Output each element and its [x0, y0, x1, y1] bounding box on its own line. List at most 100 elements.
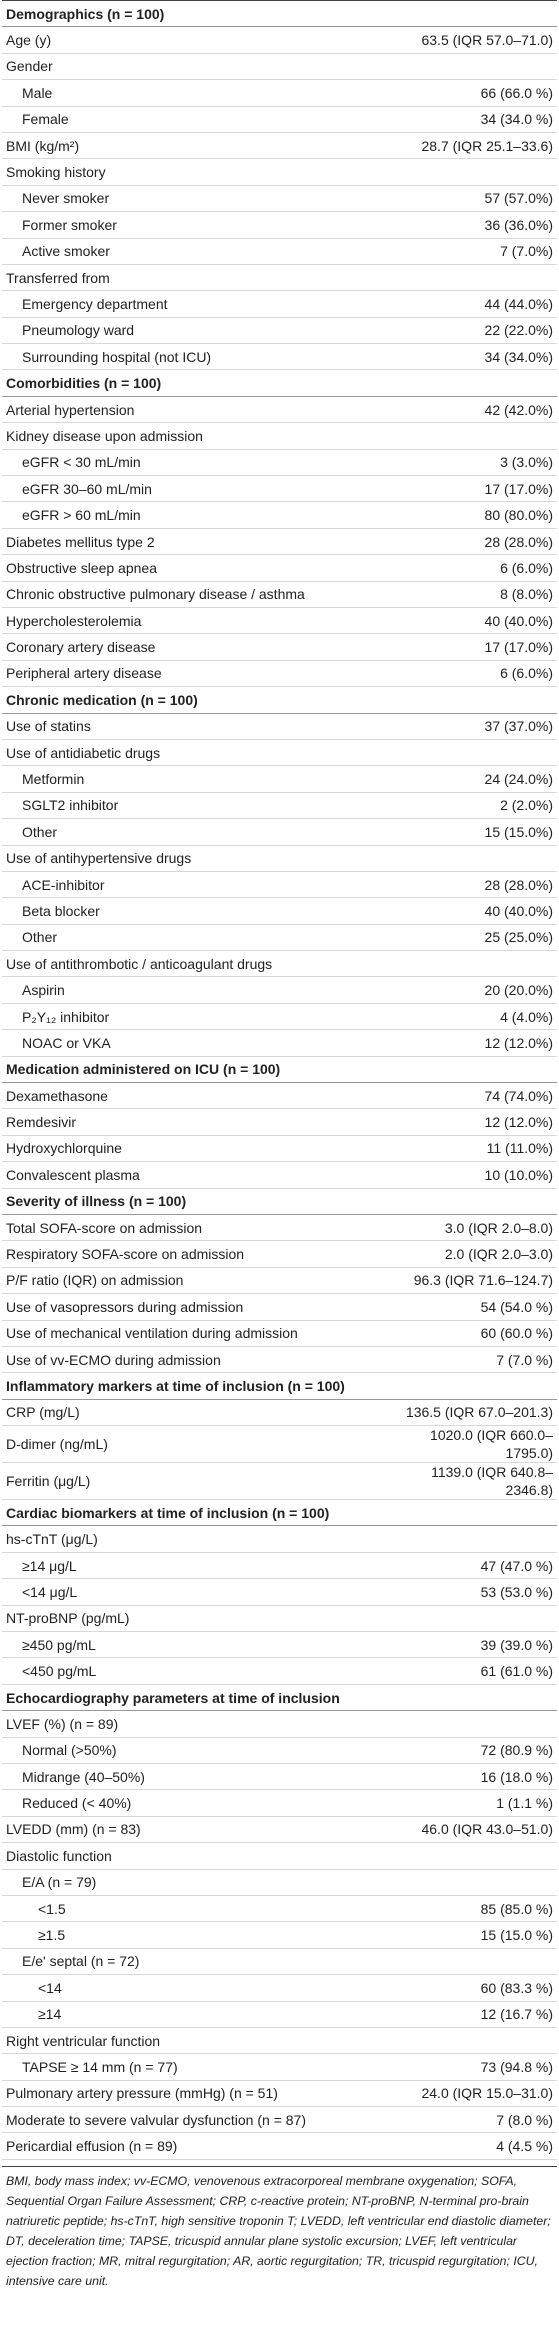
row-value: 42 (42.0%) — [394, 396, 558, 424]
row-label: Other — [2, 924, 394, 952]
table-row: Use of statins 37 (37.0%) — [2, 713, 558, 740]
table-row: Remdesivir 12 (12.0%) — [2, 1108, 558, 1136]
row-value: 7 (7.0 %) — [394, 1346, 558, 1374]
row-label: Ferritin (μg/L) — [2, 1462, 394, 1501]
row-value: 22 (22.0%) — [394, 317, 558, 345]
section-title: Echocardiography parameters at time of i… — [2, 1684, 558, 1712]
row-value: 66 (66.0 %) — [394, 79, 558, 107]
footnote: BMI, body mass index; vv-ECMO, venovenou… — [2, 2165, 557, 2291]
row-label: Female — [2, 106, 394, 133]
empty-cell — [394, 158, 558, 186]
empty-cell — [394, 1525, 558, 1553]
row-label: Gender — [2, 53, 394, 81]
row-label: Hypercholesterolemia — [2, 607, 394, 635]
table-row: ACE-inhibitor 28 (28.0%) — [2, 871, 558, 899]
row-label: Pulmonary artery pressure (mmHg) (n = 51… — [2, 2080, 394, 2108]
empty-cell — [394, 53, 558, 81]
row-value: 24.0 (IQR 15.0–31.0) — [394, 2080, 558, 2108]
row-value: 34 (34.0%) — [394, 343, 558, 371]
row-label: BMI (kg/m²) — [2, 132, 394, 160]
row-label: Hydroxychlorquine — [2, 1135, 394, 1163]
table-row: Gender — [2, 53, 558, 81]
table-row: Moderate to severe valvular dysfunction … — [2, 2106, 558, 2134]
table-row: Pericardial effusion (n = 89) 4 (4.5 %) — [2, 2132, 558, 2160]
table-row: Transferred from — [2, 264, 558, 292]
row-label: Diastolic function — [2, 1842, 394, 1870]
section-header-row: Demographics (n = 100) — [2, 0, 558, 28]
empty-cell — [394, 1710, 558, 1738]
table-row: Surrounding hospital (not ICU) 34 (34.0%) — [2, 343, 558, 371]
table-row: P₂Y₁₂ inhibitor 4 (4.0%) — [2, 1003, 558, 1031]
table-row: Peripheral artery disease 6 (6.0%) — [2, 660, 558, 688]
row-label: hs-cTnT (μg/L) — [2, 1525, 394, 1553]
row-label: Kidney disease upon admission — [2, 422, 394, 450]
row-label: ACE-inhibitor — [2, 871, 394, 899]
row-value: 2.0 (IQR 2.0–3.0) — [394, 1240, 558, 1268]
table-row: Obstructive sleep apnea 6 (6.0%) — [2, 554, 558, 582]
row-label: Obstructive sleep apnea — [2, 554, 394, 582]
table-row: Female 34 (34.0 %) — [2, 106, 558, 133]
row-label: <14 μg/L — [2, 1578, 394, 1606]
table-row: Male 66 (66.0 %) — [2, 79, 558, 107]
table-row: Respiratory SOFA-score on admission 2.0 (… — [2, 1240, 558, 1268]
table-row: Reduced (< 40%) 1 (1.1 %) — [2, 1789, 558, 1817]
row-label: Use of vasopressors during admission — [2, 1293, 394, 1321]
empty-cell — [394, 845, 558, 872]
table-body: Demographics (n = 100) Age (y) 63.5 (IQR 5… — [2, 0, 558, 2160]
table-row: eGFR > 60 mL/min 80 (80.0%) — [2, 501, 558, 529]
row-label: TAPSE ≥ 14 mm (n = 77) — [2, 2053, 394, 2081]
row-label: Chronic obstructive pulmonary disease / … — [2, 581, 394, 608]
table-row: <14 μg/L 53 (53.0 %) — [2, 1578, 558, 1606]
table-row: Diastolic function — [2, 1842, 558, 1870]
empty-cell — [394, 1605, 558, 1633]
row-value: 61 (61.0 %) — [394, 1657, 558, 1685]
row-label: Surrounding hospital (not ICU) — [2, 343, 394, 371]
table-row: Total SOFA-score on admission 3.0 (IQR 2.… — [2, 1214, 558, 1242]
row-value: 7 (8.0 %) — [394, 2106, 558, 2134]
row-label: Beta blocker — [2, 897, 394, 925]
row-value: 6 (6.0%) — [394, 554, 558, 582]
empty-cell — [394, 950, 558, 978]
row-label: NT-proBNP (pg/mL) — [2, 1605, 394, 1633]
table-row: ≥14 12 (16.7 %) — [2, 2001, 558, 2028]
table-row: E/A (n = 79) — [2, 1869, 558, 1896]
row-label: Metformin — [2, 765, 394, 793]
row-value: 28 (28.0%) — [394, 871, 558, 899]
empty-cell — [394, 1842, 558, 1870]
empty-cell — [394, 1869, 558, 1896]
row-label: Pericardial effusion (n = 89) — [2, 2132, 394, 2160]
row-value: 1139.0 (IQR 640.8–2346.8) — [394, 1462, 558, 1501]
row-label: Remdesivir — [2, 1108, 394, 1136]
table-row: Use of mechanical ventilation during adm… — [2, 1320, 558, 1347]
table-row: NOAC or VKA 12 (12.0%) — [2, 1029, 558, 1057]
row-value: 4 (4.5 %) — [394, 2132, 558, 2160]
row-value: 2 (2.0%) — [394, 792, 558, 820]
section-title: Cardiac biomarkers at time of inclusion … — [2, 1499, 558, 1527]
row-label: Transferred from — [2, 264, 394, 292]
table-row: Never smoker 57 (57.0%) — [2, 185, 558, 213]
row-value: 15 (15.0 %) — [394, 1921, 558, 1949]
row-value: 12 (12.0%) — [394, 1108, 558, 1136]
row-label: eGFR < 30 mL/min — [2, 449, 394, 477]
table-row: NT-proBNP (pg/mL) — [2, 1605, 558, 1633]
table-row: Use of antithrombotic / anticoagulant dr… — [2, 950, 558, 978]
row-value: 8 (8.0%) — [394, 581, 558, 608]
row-label: CRP (mg/L) — [2, 1399, 394, 1427]
row-label: Reduced (< 40%) — [2, 1789, 394, 1817]
row-value: 74 (74.0%) — [394, 1082, 558, 1110]
table-row: D-dimer (ng/mL) 1020.0 (IQR 660.0–1795.0) — [2, 1425, 558, 1464]
table-row: LVEDD (mm) (n = 83) 46.0 (IQR 43.0–51.0) — [2, 1816, 558, 1844]
row-label: P₂Y₁₂ inhibitor — [2, 1003, 394, 1031]
row-label: Normal (>50%) — [2, 1737, 394, 1765]
table-row: Pneumology ward 22 (22.0%) — [2, 317, 558, 345]
section-header-row: Severity of illness (n = 100) — [2, 1188, 558, 1215]
row-label: Total SOFA-score on admission — [2, 1214, 394, 1242]
row-value: 63.5 (IQR 57.0–71.0) — [394, 26, 558, 54]
empty-cell — [394, 1948, 558, 1976]
empty-cell — [394, 264, 558, 292]
table-row: Midrange (40–50%) 16 (18.0 %) — [2, 1763, 558, 1791]
row-label: ≥14 — [2, 2001, 394, 2028]
table-row: Use of vasopressors during admission 54 (… — [2, 1293, 558, 1321]
table-row: hs-cTnT (μg/L) — [2, 1525, 558, 1553]
table-row: ≥1.5 15 (15.0 %) — [2, 1921, 558, 1949]
